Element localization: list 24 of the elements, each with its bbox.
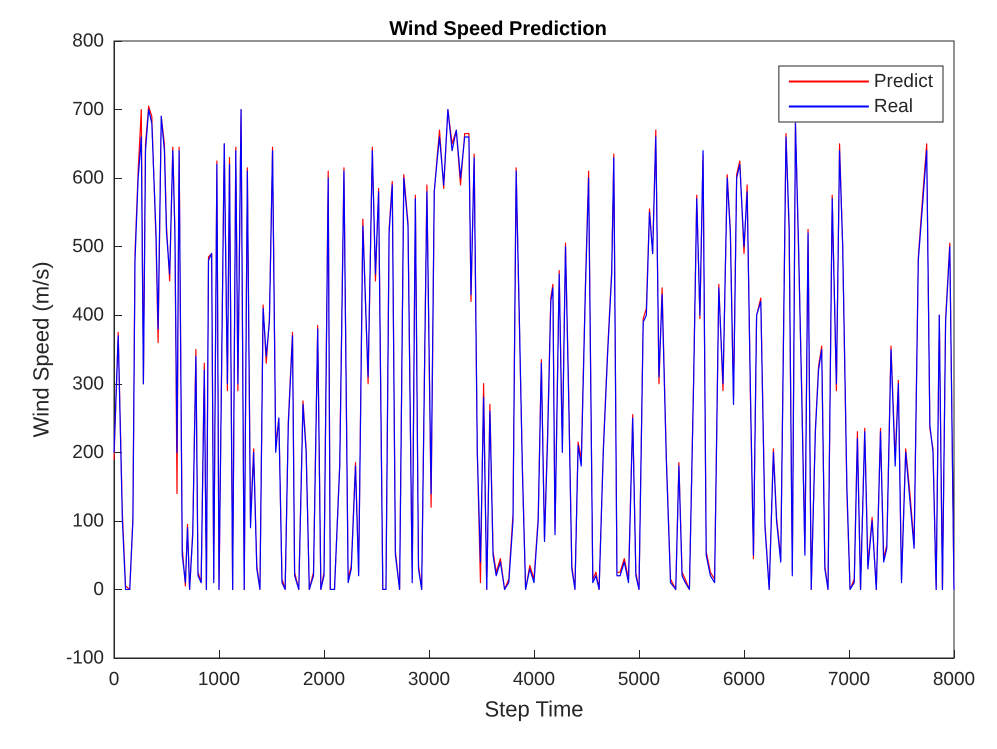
- x-tick-label: 0: [108, 669, 120, 690]
- x-tick-label: 5000: [618, 669, 660, 690]
- x-tick-label: 1000: [198, 669, 240, 690]
- y-tick-label: 700: [72, 99, 104, 120]
- y-tick-label: -100: [66, 648, 104, 668]
- y-tick-label: 400: [72, 304, 104, 326]
- x-tick-label: 7000: [828, 669, 870, 690]
- y-axis-title: Wind Speed (m/s): [28, 261, 54, 438]
- x-tick-label: 8000: [932, 669, 976, 690]
- y-tick-label: 0: [93, 578, 104, 600]
- y-tick-label: 800: [72, 30, 104, 52]
- y-tick-label: 200: [72, 442, 104, 463]
- x-tick-label: 6000: [722, 669, 766, 690]
- chart-title: Wind Speed Prediction: [389, 18, 607, 40]
- x-tick-label: 4000: [512, 669, 556, 690]
- legend-label: Real: [874, 96, 913, 117]
- y-tick-label: 600: [72, 168, 104, 189]
- y-tick-label: 500: [72, 236, 104, 258]
- y-tick-label: 100: [72, 510, 104, 532]
- y-tick-label: 300: [72, 373, 104, 394]
- x-axis-title: Step Time: [484, 696, 584, 722]
- legend-label: Predict: [874, 71, 934, 92]
- x-tick-label: 3000: [408, 669, 450, 690]
- x-tick-label: 2000: [302, 669, 346, 690]
